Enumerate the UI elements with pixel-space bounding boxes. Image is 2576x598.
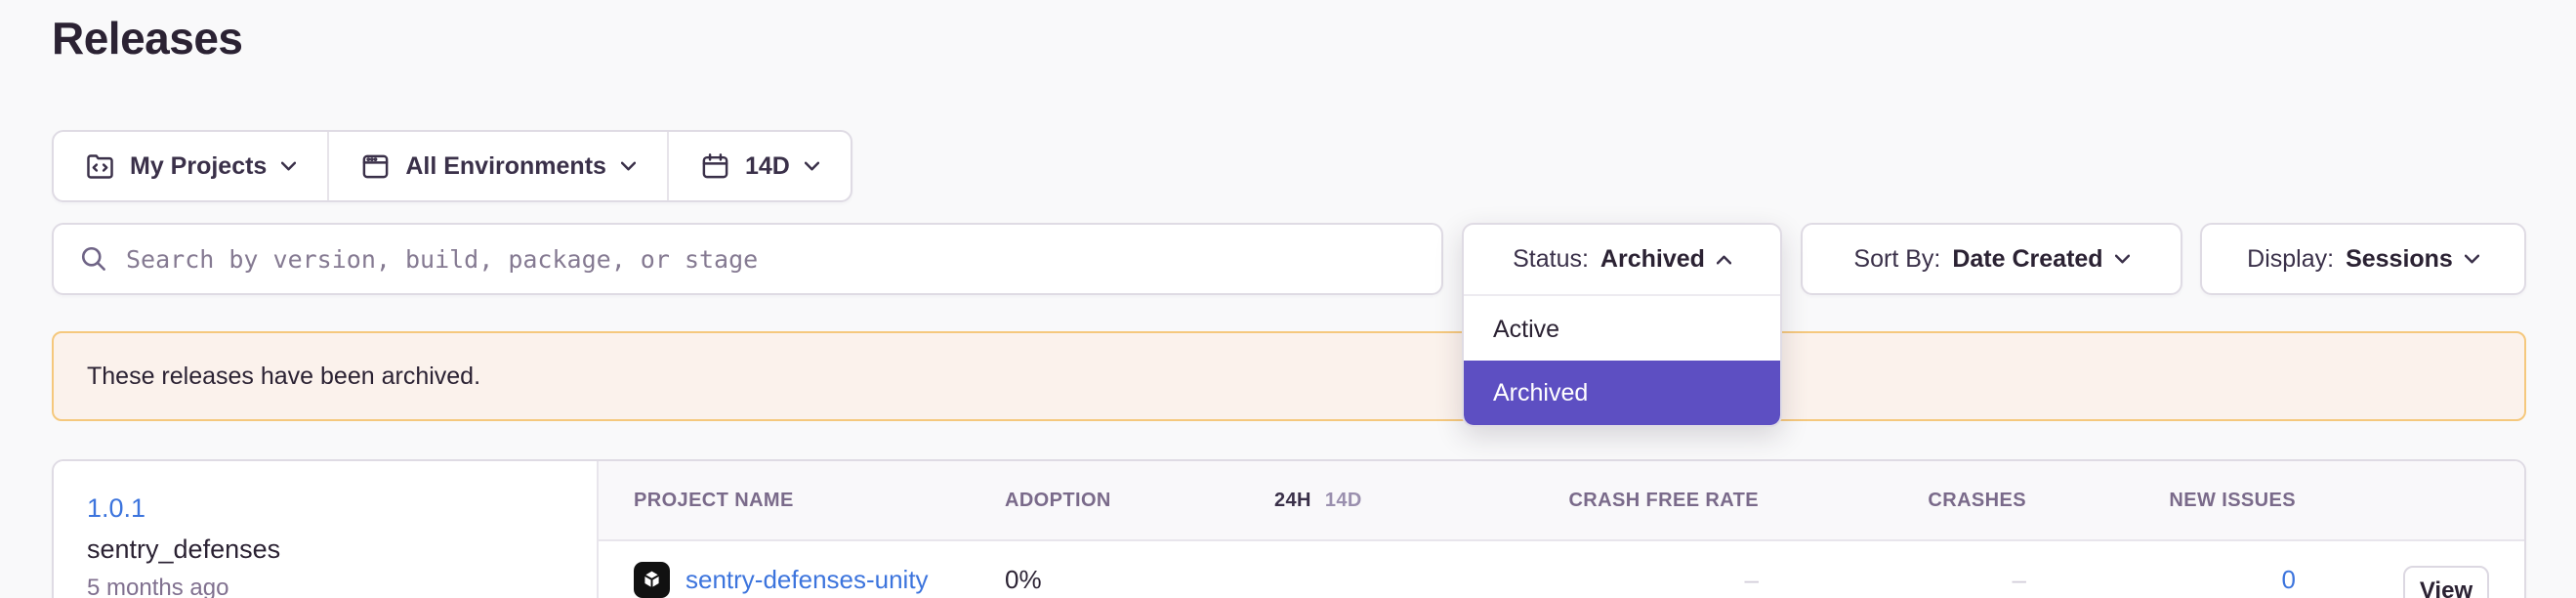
project-link[interactable]: sentry-defenses-unity [686, 564, 929, 594]
release-created-date: 5 months ago [87, 575, 229, 598]
crashes-cell: – [2012, 564, 2026, 594]
header-new-issues: NEW ISSUES [2169, 489, 2296, 511]
projects-filter-button[interactable]: My Projects [54, 132, 327, 200]
search-icon [81, 246, 105, 271]
table-row: sentry-defenses-unity 0% – – 0 View [599, 541, 2524, 598]
chevron-down-icon [2464, 254, 2479, 264]
sort-by-dropdown[interactable]: Sort By: Date Created [1801, 223, 2182, 295]
sort-by-label: Sort By: [1853, 244, 1941, 273]
status-option-active[interactable]: Active [1493, 315, 1560, 343]
header-crashes: CRASHES [1928, 489, 2026, 511]
header-project-name: PROJECT NAME [634, 489, 794, 511]
window-icon [362, 154, 389, 178]
calendar-icon [702, 152, 728, 178]
unity-icon [634, 561, 670, 598]
sort-by-value: Date Created [1952, 244, 2103, 273]
chevron-down-icon [804, 161, 819, 171]
chevron-down-icon [281, 161, 297, 171]
date-range-filter-label: 14D [744, 151, 790, 180]
archived-warning-text: These releases have been archived. [87, 362, 481, 390]
date-range-filter-button[interactable]: 14D [666, 132, 851, 200]
archived-warning-banner: These releases have been archived. [52, 331, 2526, 421]
header-crash-free-rate: CRASH FREE RATE [1568, 489, 1759, 511]
chevron-down-icon [2114, 254, 2130, 264]
status-dropdown-label: Status: [1513, 245, 1589, 273]
release-health-table: PROJECT NAME ADOPTION 24H 14D CRASH FREE… [599, 461, 2524, 598]
new-issues-count-link[interactable]: 0 [2281, 564, 2296, 594]
sessions-chart-cell [1261, 541, 1466, 598]
release-project-name: sentry_defenses [87, 534, 281, 564]
projects-icon [87, 153, 113, 179]
release-version-link[interactable]: 1.0.1 [87, 493, 146, 523]
projects-filter-label: My Projects [130, 151, 268, 180]
display-dropdown[interactable]: Display: Sessions [2200, 223, 2526, 295]
header-chart-period: 24H 14D [1261, 490, 1466, 512]
display-label: Display: [2247, 244, 2335, 273]
display-value: Sessions [2346, 244, 2453, 273]
chevron-down-icon [620, 161, 636, 171]
status-dropdown-value: Archived [1600, 245, 1705, 273]
search-input[interactable] [126, 230, 1441, 288]
adoption-cell: 0% [1005, 564, 1042, 594]
table-header-row: PROJECT NAME ADOPTION 24H 14D CRASH FREE… [599, 461, 2524, 541]
header-adoption: ADOPTION [1005, 489, 1111, 511]
project-cell: sentry-defenses-unity [634, 561, 1005, 598]
crash-free-rate-cell: – [1744, 564, 1759, 594]
release-meta-panel: 1.0.1 sentry_defenses 5 months ago [54, 461, 599, 598]
page-filter-bar: My Projects All Environments 14D [52, 130, 852, 202]
release-card: 1.0.1 sentry_defenses 5 months ago PROJE… [52, 459, 2526, 598]
status-option-archived[interactable]: Archived [1464, 361, 1780, 425]
chart-period-14d-toggle[interactable]: 14D [1324, 489, 1362, 511]
status-dropdown-menu: Active Archived [1464, 296, 1780, 425]
environments-filter-label: All Environments [405, 151, 606, 180]
page-title: Releases [52, 13, 243, 64]
search-box [52, 223, 1443, 295]
environments-filter-button[interactable]: All Environments [327, 132, 667, 200]
chart-period-24h-toggle[interactable]: 24H [1274, 489, 1311, 511]
status-dropdown: Status: Archived Active Archived [1462, 223, 1782, 427]
actions-cell: View [2296, 542, 2489, 598]
view-button[interactable]: View [2403, 566, 2489, 598]
chevron-up-icon [1716, 255, 1731, 264]
status-dropdown-trigger[interactable]: Status: Archived [1464, 225, 1780, 296]
